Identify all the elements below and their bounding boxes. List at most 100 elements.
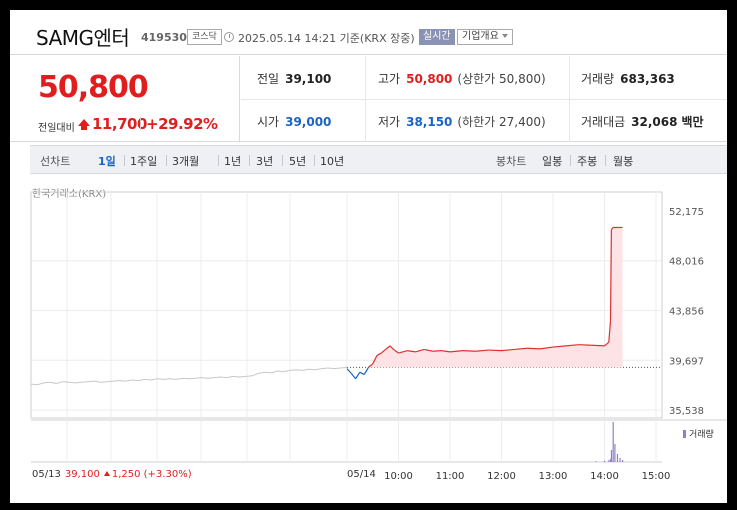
x-tick-label: 10:00 — [384, 471, 413, 482]
clock-icon — [224, 32, 234, 42]
tab-5y[interactable]: 5년 — [289, 155, 307, 168]
series-today-segment — [359, 371, 365, 376]
divider — [124, 155, 125, 166]
volume-bar — [622, 460, 624, 462]
volume-value: 683,363 — [620, 72, 675, 86]
series-today-segment — [514, 347, 528, 351]
divider — [314, 155, 315, 166]
series-today-segment — [449, 350, 463, 353]
exchange-label: 한국거래소(KRX) — [32, 189, 107, 200]
low-label: 저가 — [378, 115, 401, 129]
low-value: 38,150 — [406, 115, 453, 129]
divider — [249, 155, 250, 166]
amount-label: 거래대금 — [581, 115, 626, 129]
trade-amount: 거래대금 32,068 백만 — [581, 113, 704, 130]
volume-bar — [608, 460, 610, 462]
y-tick-label: 48,016 — [669, 257, 704, 268]
series-today-segment — [441, 350, 451, 353]
series-today-segment — [393, 349, 399, 354]
open-label: 시가 — [257, 115, 280, 129]
divider — [569, 56, 570, 142]
series-today-segment — [385, 345, 391, 350]
prev-day-summary: 05/13 39,100 1,250 (+3.30%) — [32, 469, 192, 480]
prev-close-label: 전일 — [257, 72, 280, 86]
company-overview-button[interactable]: 기업개요 — [457, 29, 513, 45]
candle-chart-label: 봉차트 — [496, 155, 527, 168]
divider — [241, 99, 727, 100]
series-today-segment — [604, 341, 610, 347]
series-today-segment — [565, 344, 579, 347]
high-label: 고가 — [378, 72, 401, 86]
volume: 거래량 683,363 — [581, 70, 675, 87]
y-tick-label: 39,697 — [669, 356, 704, 367]
up-triangle-icon — [103, 471, 110, 476]
company-overview-label: 기업개요 — [462, 31, 499, 42]
divider — [140, 117, 141, 130]
series-today-segment — [372, 355, 378, 365]
series-today-segment — [432, 350, 442, 352]
tab-daily[interactable]: 일봉 — [542, 155, 563, 168]
volume-bar — [612, 422, 614, 462]
change-label: 전일대비 — [38, 123, 75, 134]
series-today-segment — [407, 350, 416, 353]
volume-swatch — [683, 430, 686, 438]
divider — [570, 155, 571, 166]
x-tick-label: 15:00 — [642, 471, 671, 482]
tab-1w[interactable]: 1주일 — [130, 155, 158, 168]
change-value: 11,700 — [92, 115, 147, 133]
tab-1y[interactable]: 1년 — [224, 155, 242, 168]
open-price: 시가 39,000 — [257, 113, 331, 130]
high-value: 50,800 — [406, 72, 453, 86]
y-tick-label: 35,538 — [669, 406, 704, 417]
x-tick-label: 12:00 — [487, 471, 516, 482]
series-today-segment — [368, 363, 374, 368]
series-today-segment — [462, 350, 476, 352]
price-box: 50,800 전일대비 11,700 +29.92% — [10, 56, 240, 142]
amount-value: 32,068 — [631, 115, 678, 129]
tab-1d[interactable]: 1일 — [98, 155, 116, 168]
tab-3m[interactable]: 3개월 — [172, 155, 200, 168]
series-today-segment — [389, 345, 395, 351]
series-today-segment — [527, 347, 541, 350]
tab-10y[interactable]: 10년 — [320, 155, 345, 168]
x-tick-label: 14:00 — [590, 471, 619, 482]
x-tick-date: 05/14 — [347, 469, 376, 480]
price-chart[interactable]: 52,175 48,016 43,856 39,697 35,538 10:00 11:00… — [10, 10, 727, 503]
lower-limit: (하한가 27,400) — [457, 115, 546, 129]
realtime-button[interactable]: 실시간 — [419, 29, 455, 45]
series-prev-day — [30, 366, 348, 386]
tab-weekly[interactable]: 주봉 — [577, 155, 598, 168]
prev-day-close: 39,100 — [64, 469, 100, 480]
series-today-segment — [552, 345, 566, 348]
volume-bar — [610, 450, 613, 462]
volume-bar — [616, 454, 619, 462]
series-today-segment — [376, 352, 382, 356]
divider — [218, 155, 219, 166]
stock-name[interactable]: SAMG엔터 — [36, 26, 130, 50]
volume-bar — [614, 444, 616, 462]
tab-3y[interactable]: 3년 — [256, 155, 274, 168]
stock-widget: SAMG엔터 419530 코스닥 2025.05.14 14:21 기준(KR… — [10, 10, 727, 503]
market-badge: 코스닥 — [187, 29, 222, 45]
open-value: 39,000 — [285, 115, 332, 129]
series-today-segment — [608, 320, 612, 343]
series-today-segment — [424, 348, 433, 352]
tab-monthly[interactable]: 월봉 — [613, 155, 634, 168]
y-tick-label: 43,856 — [669, 307, 704, 318]
prev-close: 전일 39,100 — [257, 70, 331, 87]
series-today-segment — [488, 349, 502, 352]
series-today-segment — [350, 373, 357, 380]
series-today-fill — [347, 227, 623, 368]
volume-bar — [619, 458, 621, 462]
series-today-segment — [540, 346, 554, 350]
series-today-segment — [380, 348, 387, 354]
series-today-segment — [346, 368, 352, 374]
series-today-segment — [475, 349, 489, 352]
change-percent: +29.92% — [146, 115, 218, 133]
volume-legend: 거래량 — [683, 427, 714, 440]
series-today-segment — [501, 348, 515, 352]
timestamp: 2025.05.14 14:21 기준(KRX 장중) — [238, 32, 415, 45]
series-today-segment — [363, 367, 369, 375]
series-today-segment — [415, 348, 425, 353]
quote-panel: 50,800 전일대비 11,700 +29.92% 전일 39,100 고가 50… — [10, 56, 727, 142]
